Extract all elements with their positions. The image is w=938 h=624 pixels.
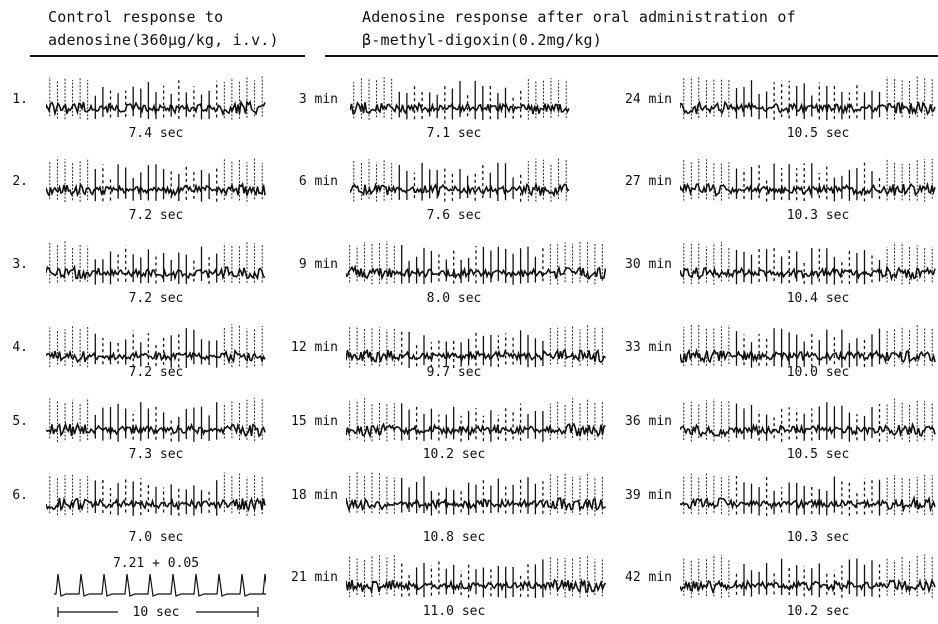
time-label: 21 min: [291, 570, 338, 585]
ecg-trace: [346, 398, 606, 442]
trace-baseline: [46, 264, 266, 282]
control-header-rule: [30, 55, 305, 57]
ecg-trace: [46, 472, 266, 516]
response-duration: 10.2 sec: [422, 447, 486, 462]
ecg-trace: [680, 158, 936, 202]
control-row-label: 3.: [12, 257, 28, 272]
response-duration: 8.0 sec: [426, 291, 482, 306]
response-duration: 7.0 sec: [128, 530, 184, 545]
trace-baseline: [346, 264, 606, 281]
time-label: 9 min: [298, 257, 338, 272]
response-duration: 7.6 sec: [426, 208, 482, 223]
scale-trace: 10 sec: [54, 573, 266, 620]
response-duration: 11.0 sec: [422, 604, 486, 619]
ecg-trace: [680, 472, 936, 516]
control-row-label: 4.: [12, 340, 28, 355]
digoxin-header-line1: Adenosine response after oral administra…: [362, 8, 796, 26]
ecg-trace: [680, 398, 936, 442]
trace-baseline: [680, 578, 936, 595]
trace-baseline: [46, 99, 266, 117]
time-label: 3 min: [298, 92, 338, 107]
ecg-trace: [680, 554, 936, 598]
ecg-trace: [346, 472, 606, 516]
response-duration: 9.7 sec: [426, 365, 482, 380]
trace-baseline: [680, 181, 936, 198]
response-duration: 10.3 sec: [786, 530, 850, 545]
response-duration: 10.4 sec: [786, 291, 850, 306]
time-label: 33 min: [625, 340, 672, 355]
trace-baseline: [346, 422, 606, 439]
response-duration: 7.2 sec: [128, 365, 184, 380]
response-duration: 7.3 sec: [128, 447, 184, 462]
ecg-trace: [350, 158, 570, 202]
response-duration: 7.4 sec: [128, 126, 184, 141]
ecg-trace: [46, 158, 266, 202]
trace-baseline: [346, 348, 606, 364]
trace-baseline: [350, 101, 570, 115]
control-header-line2: adenosine(360µg/kg, i.v.): [48, 31, 279, 49]
trace-baseline: [680, 495, 936, 513]
time-label: 12 min: [291, 340, 338, 355]
ecg-trace: [46, 398, 266, 442]
digoxin-header-rule: [325, 55, 938, 57]
control-row-label: 1.: [12, 92, 28, 107]
mean-duration: 7.21 + 0.05: [112, 556, 200, 571]
time-label: 15 min: [291, 414, 338, 429]
control-header-line1: Control response to: [48, 8, 224, 26]
response-duration: 7.2 sec: [128, 291, 184, 306]
ecg-trace: [680, 324, 936, 368]
control-row-label: 2.: [12, 174, 28, 189]
ecg-trace: [46, 324, 266, 368]
time-label: 42 min: [625, 570, 672, 585]
response-duration: 7.1 sec: [426, 126, 482, 141]
trace-baseline: [46, 496, 266, 513]
ecg-trace: [350, 76, 570, 120]
trace-baseline: [46, 421, 266, 438]
trace-baseline: [680, 347, 936, 365]
response-duration: 10.0 sec: [786, 365, 850, 380]
ecg-trace: [46, 241, 266, 285]
trace-baseline: [680, 421, 936, 438]
ecg-trace: [346, 554, 606, 598]
trace-baseline: [350, 181, 570, 198]
trace-baseline: [680, 264, 936, 282]
control-row-label: 5.: [12, 414, 28, 429]
response-duration: 10.3 sec: [786, 208, 850, 223]
ecg-trace: [346, 241, 606, 285]
response-duration: 7.2 sec: [128, 208, 184, 223]
response-duration: 10.5 sec: [786, 126, 850, 141]
trace-baseline: [680, 100, 936, 116]
ecg-trace: [346, 325, 606, 368]
response-duration: 10.2 sec: [786, 604, 850, 619]
time-label: 30 min: [625, 257, 672, 272]
trace-baseline: [346, 578, 606, 595]
ecg-trace: [680, 241, 936, 285]
trace-baseline: [46, 348, 266, 365]
trace-baseline: [46, 181, 266, 198]
response-duration: 10.8 sec: [422, 530, 486, 545]
time-label: 36 min: [625, 414, 672, 429]
trace-baseline: [346, 497, 606, 513]
time-label: 27 min: [625, 174, 672, 189]
response-duration: 10.5 sec: [786, 447, 850, 462]
time-label: 24 min: [625, 92, 672, 107]
scale-spikes: [54, 573, 266, 597]
ecg-trace: [46, 76, 266, 120]
time-label: 6 min: [298, 174, 338, 189]
digoxin-header-line2: β-methyl-digoxin(0.2mg/kg): [362, 31, 602, 49]
ecg-trace: [680, 76, 936, 120]
time-label: 39 min: [625, 488, 672, 503]
time-label: 18 min: [291, 488, 338, 503]
scale-label: 10 sec: [133, 605, 180, 620]
control-row-label: 6.: [12, 488, 28, 503]
